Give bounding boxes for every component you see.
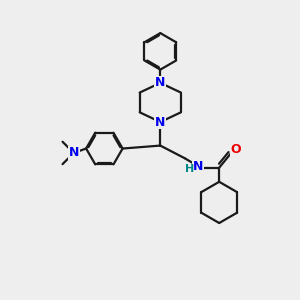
Text: N: N [155, 76, 166, 89]
Text: N: N [69, 146, 79, 159]
Text: N: N [155, 116, 166, 128]
Text: N: N [193, 160, 203, 173]
Text: O: O [231, 143, 241, 157]
Text: H: H [185, 164, 194, 174]
